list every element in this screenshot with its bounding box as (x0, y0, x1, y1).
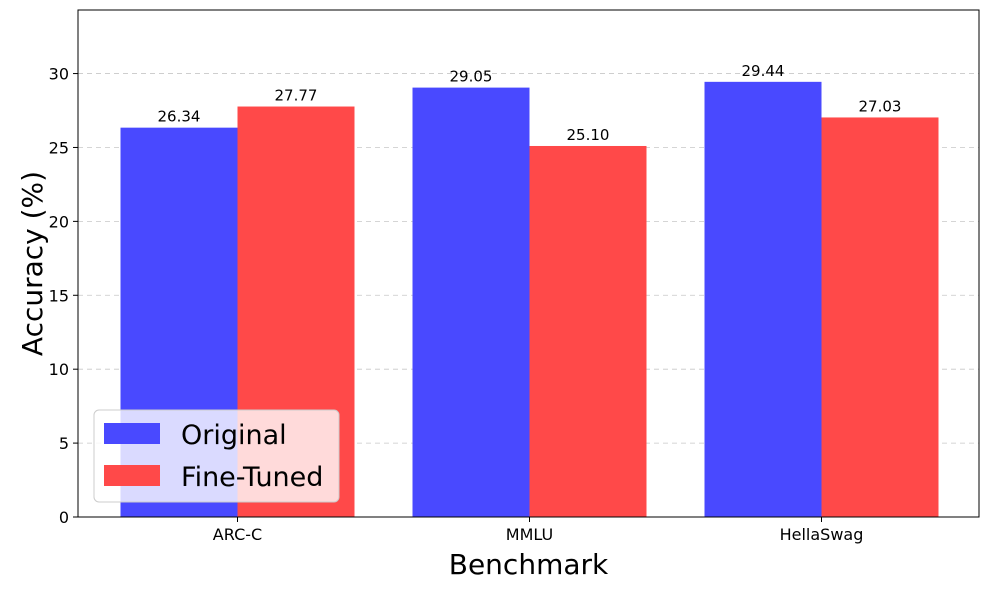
bar-fine-tuned-mmlu (529, 145, 647, 517)
bars (120, 81, 939, 518)
legend: Original Fine-Tuned (93, 409, 340, 503)
data-label: 25.10 (567, 126, 610, 144)
data-label: 26.34 (158, 108, 201, 126)
y-tick-label: 10 (49, 360, 69, 379)
y-tick-label: 15 (49, 286, 69, 305)
legend-swatch (104, 423, 160, 444)
y-axis-title: Accuracy (%) (16, 171, 49, 356)
bar-fine-tuned-hellaswag (821, 117, 939, 517)
legend-label: Fine-Tuned (181, 462, 323, 493)
x-tick-label: HellaSwag (780, 525, 864, 544)
data-labels: 26.34 27.77 29.05 25.10 29.44 27.03 (158, 62, 902, 144)
x-tick-label: ARC-C (213, 525, 262, 544)
y-tick-label: 0 (59, 508, 69, 527)
y-axis: 0 5 10 15 20 25 30 (49, 65, 78, 527)
y-tick-label: 25 (49, 138, 69, 157)
data-label: 27.77 (275, 87, 318, 105)
x-axis: ARC-C MMLU HellaSwag (213, 517, 864, 544)
plot-frame (77, 9, 980, 518)
data-label: 29.05 (450, 68, 493, 86)
bar-original-mmlu (412, 87, 530, 517)
legend-swatch (104, 465, 160, 486)
bar-original-hellaswag (704, 81, 822, 518)
data-label: 29.44 (742, 62, 785, 80)
y-tick-label: 20 (49, 212, 69, 231)
y-tick-label: 5 (59, 434, 69, 453)
legend-label: Original (181, 420, 287, 451)
x-tick-label: MMLU (506, 525, 553, 544)
y-tick-label: 30 (49, 65, 69, 84)
x-axis-title: Benchmark (449, 548, 609, 581)
data-label: 27.03 (859, 97, 902, 115)
